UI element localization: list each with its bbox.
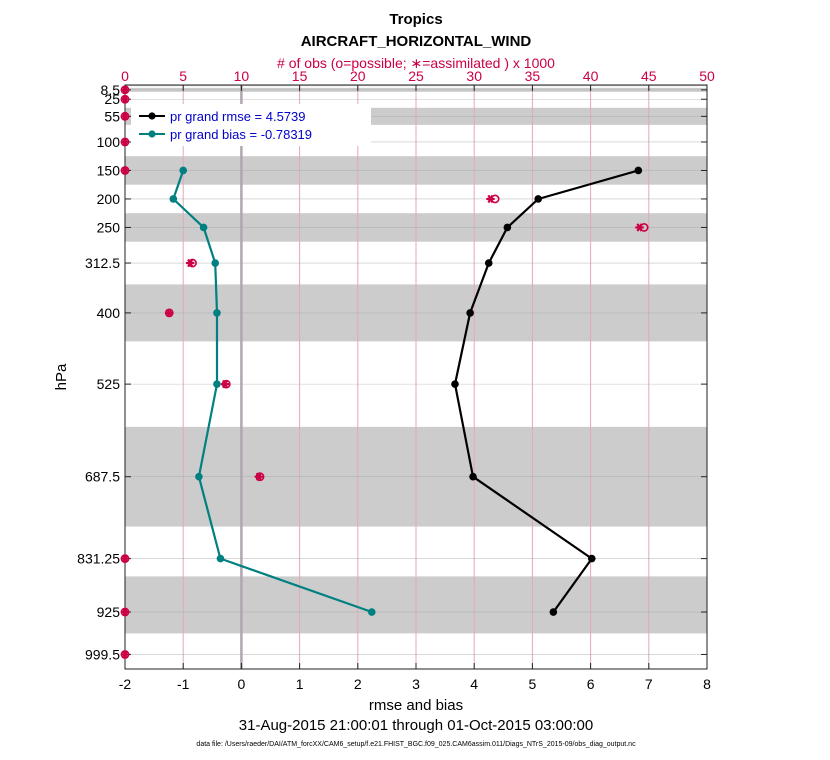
y-tick-label: 25 [104, 91, 120, 107]
x-tick-label: 5 [529, 676, 537, 692]
data-point-rmse [634, 166, 643, 175]
top-tick-label: 30 [466, 68, 482, 84]
obs-assimilated-marker [120, 607, 130, 617]
obs-assimilated-marker [120, 166, 130, 175]
chart-title: Tropics [389, 11, 442, 28]
data-point-bias [213, 309, 221, 317]
obs-assimilated-stroke [636, 223, 643, 232]
data-point-rmse [534, 195, 543, 203]
obs-assimilated-stroke [222, 379, 229, 389]
data-point-bias [169, 195, 178, 203]
obs-assimilated-stroke [121, 166, 129, 175]
obs-assimilated-marker [120, 95, 130, 104]
data-point-bias [211, 259, 220, 267]
legend-bias-label: pr grand bias = -0.78319 [170, 127, 312, 142]
obs-assimilated-stroke [255, 472, 262, 481]
legend-bias-marker [148, 130, 156, 138]
top-axis-label: # of obs (o=possible; ∗=assimilated ) x … [277, 55, 555, 71]
data-point-bias [367, 608, 376, 616]
obs-assimilated-stroke [121, 607, 129, 617]
data-point-rmse [549, 608, 558, 616]
x-tick-label: 7 [645, 676, 653, 692]
obs-assimilated-marker [185, 258, 195, 268]
data-point-bias [195, 472, 203, 481]
data-point-bias [179, 166, 187, 175]
y-tick-label: 250 [97, 219, 121, 235]
x-tick-label: 3 [412, 676, 420, 692]
obs-markers [120, 85, 649, 659]
y-tick-label: 100 [97, 134, 121, 150]
data-point-rmse [469, 472, 477, 481]
axis-ticks: -2 -1 0 1 2 3 4 5 6 7 80 5 10 15 20 25 30 35 40 45 508.52555… [77, 68, 715, 692]
data-point-rmse [484, 259, 493, 267]
obs-assimilated-stroke [121, 650, 129, 659]
data-point-bias [213, 380, 221, 388]
y-tick-label: 999.5 [85, 646, 120, 662]
y-tick-label: 400 [97, 305, 121, 321]
obs-assimilated-marker [254, 472, 264, 481]
data-point-rmse [466, 309, 474, 317]
x-tick-label: 1 [296, 676, 304, 692]
top-tick-label: 35 [525, 68, 541, 84]
obs-assimilated-marker [486, 194, 495, 204]
x-axis-label: rmse and bias [369, 697, 463, 714]
top-tick-label: 0 [121, 68, 129, 84]
x-tick-label: 6 [587, 676, 595, 692]
obs-assimilated-stroke [121, 95, 129, 104]
obs-assimilated-marker [120, 112, 130, 121]
footnote: data file: /Users/raeder/DAI/ATM_forcXX/… [196, 741, 636, 748]
obs-assimilated-stroke [121, 137, 129, 147]
obs-assimilated-marker [220, 379, 230, 389]
top-tick-label: 5 [179, 68, 187, 84]
x-tick-label: -1 [177, 676, 190, 692]
obs-assimilated-marker [120, 650, 130, 659]
obs-assimilated-marker [120, 554, 130, 563]
y-tick-label: 525 [97, 376, 121, 392]
legend: pr grand rmse = 4.5739 pr grand bias = -… [131, 104, 371, 146]
obs-assimilated-stroke [121, 112, 129, 121]
obs-assimilated-stroke [166, 308, 173, 318]
top-tick-label: 45 [641, 68, 657, 84]
y-tick-label: 150 [97, 162, 121, 178]
chart-subtitle: AIRCRAFT_HORIZONTAL_WIND [301, 33, 532, 50]
data-point-rmse [451, 380, 459, 388]
obs-assimilated-marker [120, 85, 130, 95]
top-tick-label: 15 [292, 68, 308, 84]
top-tick-label: 25 [408, 68, 424, 84]
y-tick-label: 925 [97, 604, 121, 620]
obs-assimilated-marker [165, 308, 174, 318]
data-point-bias [199, 223, 208, 232]
x-tick-label: -2 [119, 676, 132, 692]
top-tick-label: 10 [234, 68, 250, 84]
obs-assimilated-stroke [121, 554, 129, 563]
top-tick-label: 20 [350, 68, 366, 84]
data-point-bias [216, 554, 225, 563]
obs-assimilated-marker [635, 223, 644, 232]
obs-assimilated-stroke [121, 85, 129, 95]
y-tick-label: 687.5 [85, 469, 120, 485]
y-tick-label: 312.5 [85, 255, 120, 271]
data-point-rmse [503, 223, 512, 232]
y-tick-label: 200 [97, 191, 121, 207]
legend-rmse-label: pr grand rmse = 4.5739 [170, 109, 306, 124]
date-range: 31-Aug-2015 21:00:01 through 01-Oct-2015… [239, 717, 593, 734]
y-tick-label: 831.25 [77, 551, 120, 567]
x-tick-label: 0 [238, 676, 246, 692]
series-lines [169, 166, 643, 616]
obs-assimilated-stroke [487, 194, 494, 204]
x-tick-label: 4 [470, 676, 478, 692]
x-tick-label: 8 [703, 676, 711, 692]
x-tick-label: 2 [354, 676, 362, 692]
data-point-rmse [587, 554, 596, 563]
legend-box [131, 104, 371, 146]
y-tick-label: 8.5 [101, 82, 121, 98]
obs-assimilated-marker [120, 137, 130, 147]
top-tick-label: 50 [699, 68, 715, 84]
legend-rmse-marker [148, 112, 156, 120]
obs-assimilated-stroke [187, 258, 194, 268]
y-tick-label: 55 [104, 108, 120, 124]
y-axis-label: hPa [53, 363, 70, 390]
top-tick-label: 40 [583, 68, 599, 84]
